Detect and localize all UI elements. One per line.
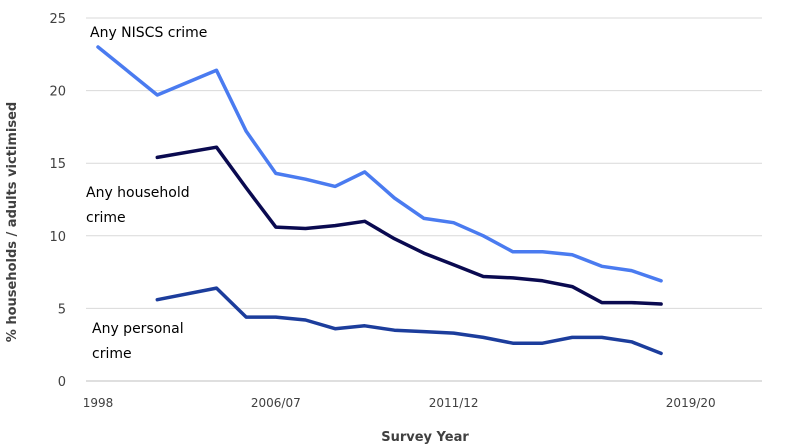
y-tick-label: 20	[49, 85, 66, 100]
series-label: crime	[92, 346, 132, 362]
y-tick-label: 25	[49, 12, 66, 27]
x-tick-label: 2011/12	[429, 396, 479, 410]
x-axis-label: Survey Year	[381, 430, 469, 445]
series-line	[155, 286, 663, 356]
y-tick-label: 0	[58, 375, 66, 390]
series-line	[96, 45, 663, 283]
series-label: Any personal	[92, 321, 184, 337]
y-tick-label: 5	[58, 302, 66, 317]
series-label: Any NISCS crime	[90, 25, 207, 41]
series-label: Any household	[86, 185, 190, 201]
y-tick-label: 15	[49, 157, 66, 172]
series-line	[155, 145, 663, 306]
x-tick-label: 2006/07	[251, 396, 301, 410]
x-tick-label: 1998	[83, 396, 114, 410]
y-axis-label: % households / adults victimised	[5, 102, 20, 342]
series-label: crime	[86, 210, 126, 226]
x-tick-label: 2019/20	[666, 396, 716, 410]
y-tick-label: 10	[49, 230, 66, 245]
